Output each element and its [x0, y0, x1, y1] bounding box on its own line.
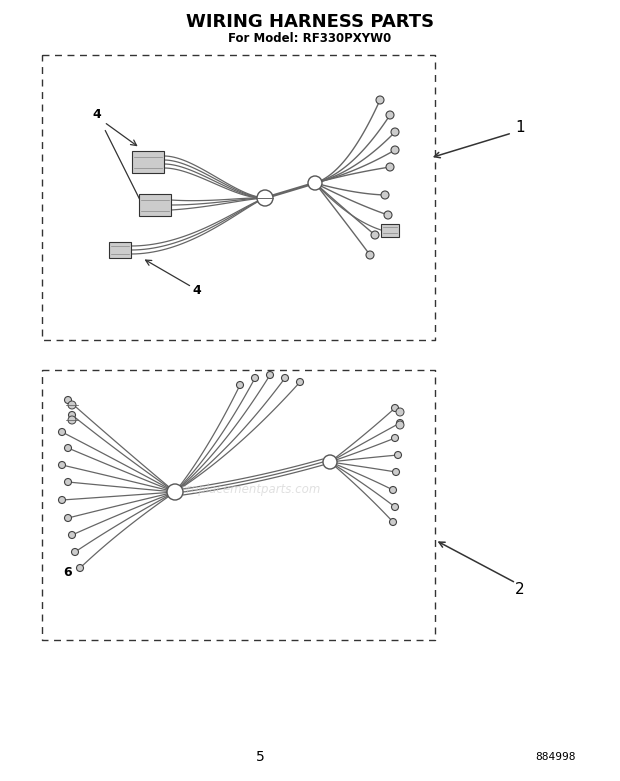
Circle shape	[236, 381, 244, 388]
Circle shape	[308, 176, 322, 190]
Circle shape	[267, 372, 273, 379]
Circle shape	[381, 191, 389, 199]
Circle shape	[391, 128, 399, 136]
Circle shape	[58, 462, 66, 469]
Circle shape	[71, 548, 79, 555]
Text: 6: 6	[64, 566, 73, 580]
Circle shape	[167, 484, 183, 500]
Circle shape	[389, 487, 397, 494]
Text: WIRING HARNESS PARTS: WIRING HARNESS PARTS	[186, 13, 434, 31]
Circle shape	[386, 163, 394, 171]
Text: 4: 4	[92, 109, 102, 122]
Text: 884998: 884998	[534, 752, 575, 762]
Circle shape	[391, 146, 399, 154]
Circle shape	[76, 565, 84, 572]
Text: For Model: RF330PXYW0: For Model: RF330PXYW0	[228, 31, 392, 45]
Circle shape	[389, 519, 397, 526]
Circle shape	[58, 429, 66, 436]
Circle shape	[323, 455, 337, 469]
Circle shape	[391, 504, 399, 511]
Circle shape	[68, 416, 76, 424]
Circle shape	[296, 379, 304, 386]
Circle shape	[64, 397, 71, 404]
Circle shape	[252, 375, 259, 381]
Circle shape	[392, 469, 399, 476]
Text: ereplacementparts.com: ereplacementparts.com	[179, 483, 321, 497]
Circle shape	[68, 412, 76, 419]
Circle shape	[64, 515, 71, 522]
Circle shape	[58, 497, 66, 504]
Bar	[132, 151, 164, 173]
Text: 5: 5	[255, 750, 264, 764]
Bar	[109, 242, 131, 258]
Circle shape	[68, 401, 76, 409]
Text: 4: 4	[193, 284, 202, 297]
Circle shape	[64, 444, 71, 451]
Circle shape	[386, 111, 394, 119]
Bar	[381, 223, 399, 237]
Circle shape	[397, 419, 404, 426]
Circle shape	[281, 375, 288, 381]
Circle shape	[384, 211, 392, 219]
Circle shape	[64, 479, 71, 486]
Circle shape	[366, 251, 374, 259]
Circle shape	[396, 421, 404, 429]
Circle shape	[257, 190, 273, 206]
Bar	[139, 194, 171, 216]
Text: 2: 2	[515, 583, 525, 597]
Text: 1: 1	[515, 120, 525, 135]
Circle shape	[376, 96, 384, 104]
Circle shape	[391, 405, 399, 412]
Circle shape	[371, 231, 379, 239]
Circle shape	[68, 532, 76, 539]
Circle shape	[391, 434, 399, 441]
Circle shape	[396, 408, 404, 416]
Circle shape	[394, 451, 402, 458]
